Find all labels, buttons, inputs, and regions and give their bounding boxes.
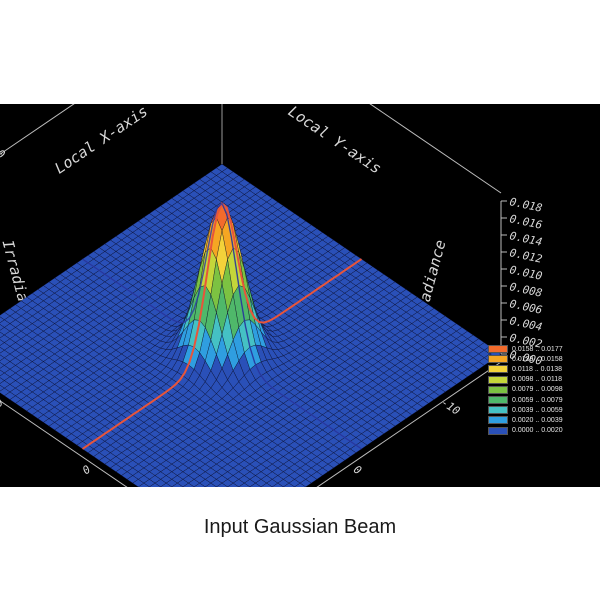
mesh-cell: [216, 482, 228, 487]
plot-panel: 0.0000.0000.0020.0020.0040.0040.0060.006…: [0, 104, 600, 487]
legend-swatch: [488, 385, 508, 394]
legend-swatch: [488, 406, 508, 415]
mesh-layer: [0, 163, 502, 487]
lower-y-tick-label: 0: [351, 463, 364, 478]
legend-swatch: [488, 396, 508, 405]
legend-swatch: [488, 416, 508, 425]
legend-label: 0.0158 .. 0.0177: [512, 345, 563, 353]
legend-swatch: [488, 375, 508, 384]
legend-entry: 0.0079 .. 0.0098: [488, 385, 593, 395]
mesh-cell: [227, 482, 240, 487]
legend-entry: 0.0039 .. 0.0059: [488, 405, 593, 415]
legend-entry: 0.0158 .. 0.0177: [488, 344, 593, 354]
legend-swatch: [488, 345, 508, 354]
legend-label: 0.0079 .. 0.0098: [512, 386, 563, 394]
legend-label: 0.0098 .. 0.0118: [512, 376, 563, 384]
legend-label: 0.0118 .. 0.0138: [512, 365, 563, 373]
legend-label: 0.0020 .. 0.0039: [512, 416, 563, 424]
legend-entry: 0.0098 .. 0.0118: [488, 375, 593, 385]
mesh-cell: [182, 482, 195, 487]
mesh-cell: [204, 482, 217, 487]
mesh-cell: [193, 482, 206, 487]
upper-x-axis-line: [0, 104, 75, 155]
legend-label: 0.0039 .. 0.0059: [512, 406, 563, 414]
overlay-layer: [81, 201, 363, 450]
surface-plot: 0.0000.0000.0020.0020.0040.0040.0060.006…: [0, 104, 544, 487]
mesh-cell: [137, 482, 150, 487]
upper-y-axis-title: Local Y-axis: [285, 104, 385, 178]
mesh-cell: [249, 482, 262, 487]
legend-swatch: [488, 365, 508, 374]
legend-entry: 0.0020 .. 0.0039: [488, 415, 593, 425]
mesh-cell: [271, 482, 284, 487]
legend-label: 0.0138 .. 0.0158: [512, 355, 563, 363]
upper-y-tick-label: -10: [0, 140, 8, 162]
mesh-cell: [160, 482, 173, 487]
legend-swatch: [488, 426, 508, 435]
legend-label: 0.0059 .. 0.0079: [512, 396, 563, 404]
legend-entry: 0.0138 .. 0.0158: [488, 354, 593, 364]
mesh-cell: [238, 482, 251, 487]
lower-x-axis-line: [316, 361, 502, 487]
legend: 0.0158 .. 0.0177 0.0138 .. 0.0158 0.0118 .…: [488, 344, 593, 436]
lower-y-tick-label: -10: [439, 396, 463, 418]
legend-entry: 0.0059 .. 0.0079: [488, 395, 593, 405]
upper-x-axis-title: Local X-axis: [51, 104, 151, 178]
legend-swatch: [488, 355, 508, 364]
legend-entry: 0.0118 .. 0.0138: [488, 364, 593, 374]
mesh-cell: [171, 482, 184, 487]
lower-x-tick-label: 0: [80, 463, 93, 478]
caption: Input Gaussian Beam: [203, 516, 397, 538]
mesh-cell: [294, 482, 307, 487]
mesh-cell: [260, 482, 273, 487]
lower-x-tick-label: -10: [0, 396, 6, 418]
legend-entry: 0.0000 .. 0.0020: [488, 426, 593, 436]
legend-label: 0.0000 .. 0.0020: [512, 427, 563, 435]
lower-y-axis-line: [0, 400, 128, 487]
mesh-cell: [149, 482, 161, 487]
mesh-cell: [283, 482, 295, 487]
cross-section-curve-x: [82, 202, 362, 450]
upper-y-axis-line: [369, 104, 502, 194]
